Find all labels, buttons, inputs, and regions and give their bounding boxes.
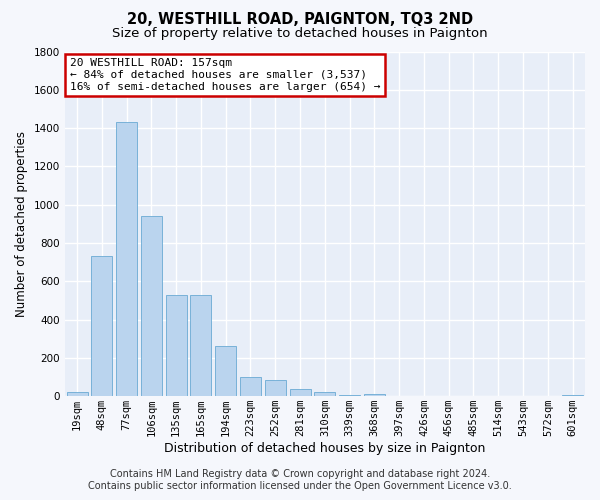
Bar: [141, 216, 162, 396]
Bar: [190, 294, 211, 396]
Y-axis label: Number of detached properties: Number of detached properties: [15, 131, 28, 317]
Bar: [314, 392, 335, 396]
Bar: [364, 394, 385, 396]
Bar: [290, 390, 311, 396]
Text: 20 WESTHILL ROAD: 157sqm
← 84% of detached houses are smaller (3,537)
16% of sem: 20 WESTHILL ROAD: 157sqm ← 84% of detach…: [70, 58, 380, 92]
Bar: [67, 392, 88, 396]
X-axis label: Distribution of detached houses by size in Paignton: Distribution of detached houses by size …: [164, 442, 485, 455]
Bar: [240, 377, 261, 396]
Bar: [116, 122, 137, 396]
Text: Size of property relative to detached houses in Paignton: Size of property relative to detached ho…: [112, 28, 488, 40]
Bar: [562, 395, 583, 396]
Bar: [166, 294, 187, 396]
Bar: [339, 395, 360, 396]
Bar: [215, 346, 236, 396]
Bar: [265, 380, 286, 396]
Text: 20, WESTHILL ROAD, PAIGNTON, TQ3 2ND: 20, WESTHILL ROAD, PAIGNTON, TQ3 2ND: [127, 12, 473, 28]
Bar: [91, 256, 112, 396]
Text: Contains HM Land Registry data © Crown copyright and database right 2024.
Contai: Contains HM Land Registry data © Crown c…: [88, 470, 512, 491]
